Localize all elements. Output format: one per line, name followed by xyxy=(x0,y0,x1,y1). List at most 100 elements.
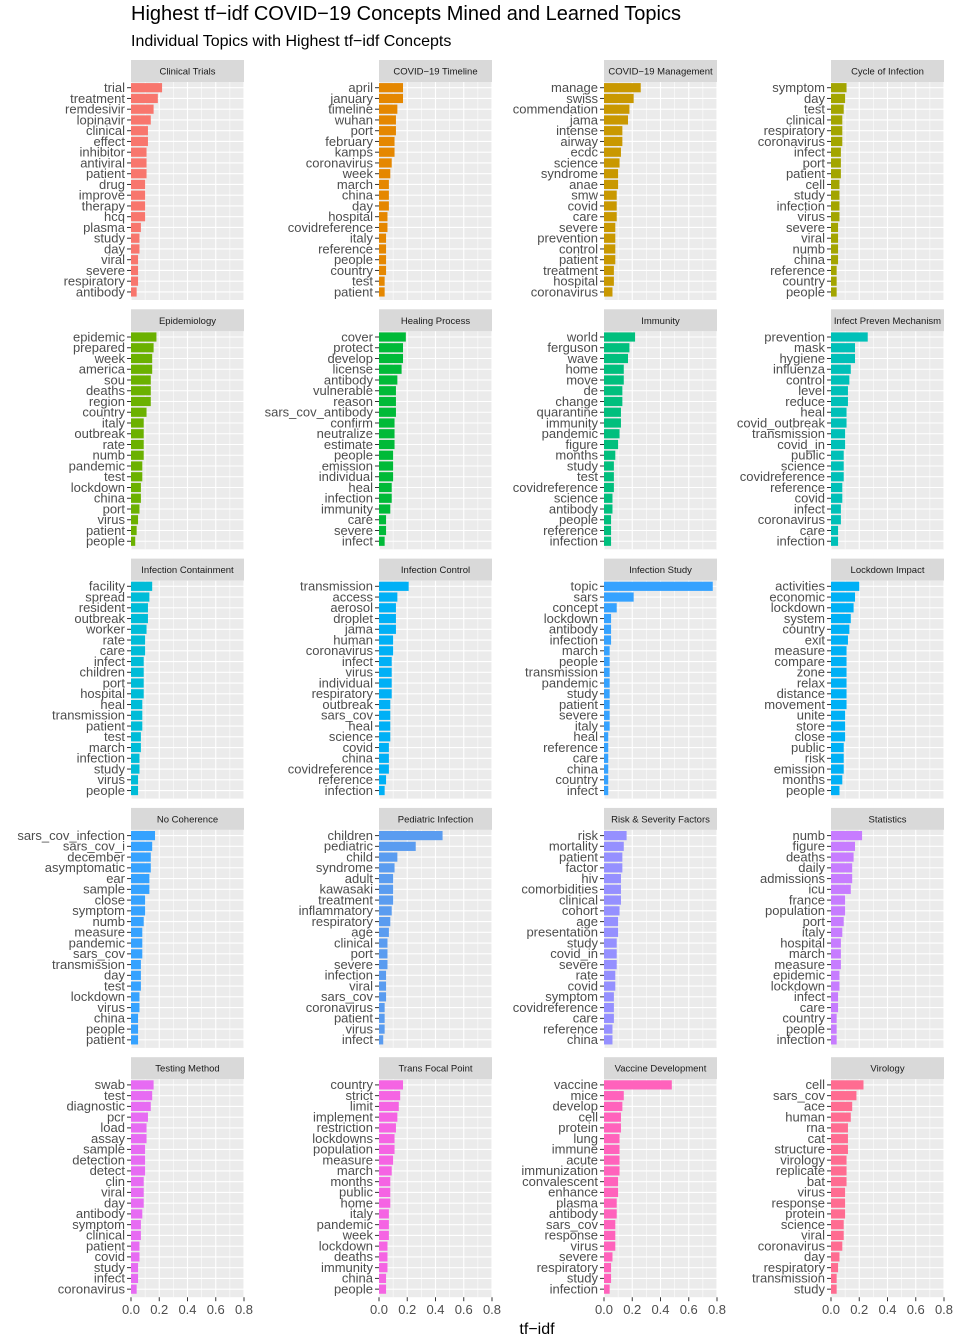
term-label: protein xyxy=(785,1206,825,1221)
bar xyxy=(604,656,610,667)
term-label: people xyxy=(86,783,125,798)
term-label: clin xyxy=(105,1174,125,1189)
term-label: topic xyxy=(571,579,599,594)
term-label: figure xyxy=(565,437,598,452)
bar xyxy=(379,710,391,720)
term-label: system xyxy=(784,611,825,626)
bar xyxy=(131,863,151,873)
term-label: covid_in xyxy=(550,946,598,961)
bar xyxy=(831,1187,846,1197)
term-label: infect xyxy=(342,534,373,549)
term-label: develop xyxy=(552,1099,598,1114)
x-tick-label: 0.0 xyxy=(822,1302,840,1317)
term-label: test xyxy=(104,469,125,484)
bar xyxy=(131,874,150,884)
term-label: outbreak xyxy=(322,697,373,712)
bar xyxy=(131,970,141,980)
term-label: emission xyxy=(774,761,825,776)
term-label: structure xyxy=(774,1142,825,1157)
term-label: infection xyxy=(777,534,825,549)
term-label: limit xyxy=(350,1099,373,1114)
facet-panel: Vaccine Development vaccinemicedevelopcel… xyxy=(521,1057,726,1317)
term-label: figure xyxy=(792,839,825,854)
term-label: reason xyxy=(333,394,373,409)
bar xyxy=(131,742,141,753)
term-label: america xyxy=(79,362,126,377)
bar xyxy=(131,667,144,677)
term-label: transmission xyxy=(752,1271,825,1286)
term-label: acute xyxy=(566,1152,598,1167)
facet-strip-label: Testing Method xyxy=(155,1064,219,1075)
bar xyxy=(131,1013,139,1023)
bar xyxy=(831,624,850,634)
term-label: coronavirus xyxy=(531,284,599,299)
x-tick-label: 0.6 xyxy=(455,1302,473,1317)
bar xyxy=(604,450,616,460)
bar xyxy=(379,1101,399,1111)
term-label: individual xyxy=(319,469,373,484)
x-tick-label: 0.6 xyxy=(907,1302,925,1317)
term-label: viral xyxy=(101,1185,125,1200)
bar xyxy=(831,841,856,851)
term-label: sars xyxy=(573,589,598,604)
term-label: care xyxy=(573,209,598,224)
bar xyxy=(604,136,623,147)
term-label: country xyxy=(782,622,825,637)
bar xyxy=(379,1024,385,1034)
bar xyxy=(131,785,139,796)
term-label: estimate xyxy=(324,437,373,452)
x-axis-title: tf−idf xyxy=(519,1321,555,1338)
bar xyxy=(379,841,416,851)
term-label: develop xyxy=(327,351,373,366)
term-label: immunity xyxy=(321,1260,374,1275)
bar xyxy=(379,775,387,785)
term-label: pandemic xyxy=(542,426,599,441)
term-label: world xyxy=(566,329,598,344)
bar xyxy=(131,525,137,536)
bar xyxy=(604,158,620,168)
bar xyxy=(131,635,146,645)
term-label: home xyxy=(340,1195,373,1210)
bar xyxy=(379,1080,404,1090)
term-label: sars_cov_infection xyxy=(17,828,125,843)
bar xyxy=(379,104,398,114)
bar xyxy=(831,179,840,190)
facet-strip-label: Infection Control xyxy=(401,565,470,576)
bar xyxy=(131,1134,147,1144)
bar xyxy=(604,536,612,546)
bar xyxy=(604,1187,619,1197)
bar xyxy=(604,970,616,980)
term-label: virus xyxy=(98,1000,126,1015)
term-label: response xyxy=(545,1228,598,1243)
term-label: airway xyxy=(560,134,598,149)
term-label: antibody xyxy=(324,372,374,387)
term-label: china xyxy=(342,188,374,203)
term-label: port xyxy=(103,675,126,690)
term-label: human xyxy=(333,632,373,647)
term-label: cell xyxy=(805,1077,825,1092)
term-label: patient xyxy=(559,697,598,712)
term-label: mice xyxy=(571,1088,598,1103)
term-label: infection xyxy=(777,1032,825,1047)
term-label: infection xyxy=(325,968,373,983)
term-label: prevention xyxy=(764,329,825,344)
bar xyxy=(831,1091,857,1101)
bar xyxy=(831,732,846,742)
term-label: infection xyxy=(550,534,598,549)
term-label: reduce xyxy=(785,394,825,409)
bar xyxy=(831,710,846,720)
bar xyxy=(131,1003,140,1013)
term-label: lockdown xyxy=(771,978,825,993)
bar xyxy=(379,764,389,774)
x-tick-label: 0.6 xyxy=(680,1302,698,1317)
panels-layer: Clinical Trialstrialtreatmentremdesivirl… xyxy=(17,60,953,1317)
bar xyxy=(831,678,847,688)
bar xyxy=(831,785,840,796)
term-label: covid_outbreak xyxy=(737,415,826,430)
bar xyxy=(379,938,388,948)
x-tick-label: 0.4 xyxy=(426,1302,444,1317)
bar xyxy=(379,1241,388,1251)
x-tick-label: 0.0 xyxy=(370,1302,388,1317)
bar xyxy=(131,624,147,634)
